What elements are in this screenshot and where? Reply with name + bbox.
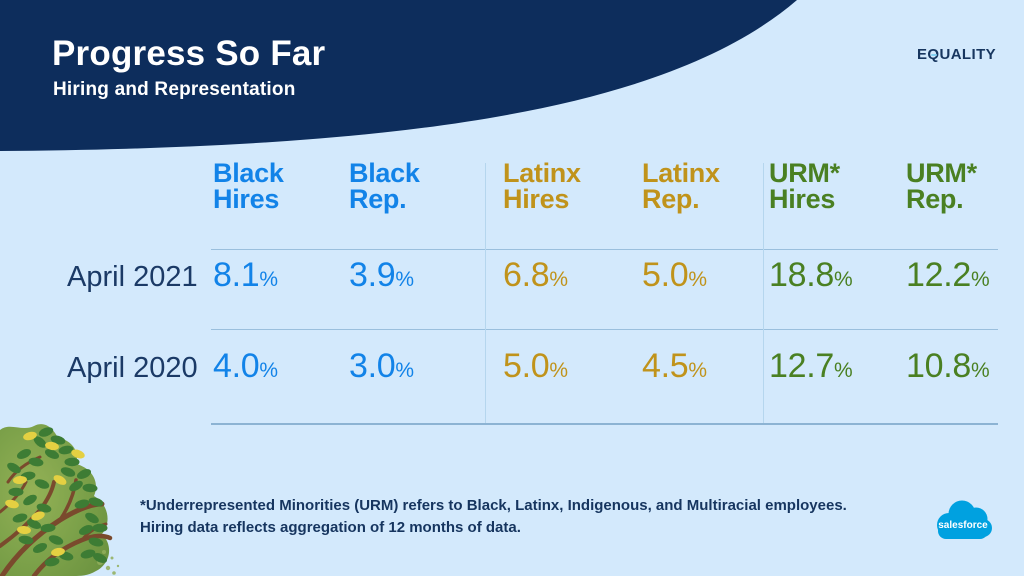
column-header-black-hires: Black Hires	[213, 158, 284, 214]
column-header-urm-hires: URM* Hires	[769, 158, 840, 214]
value-2020-urm-hires: 12.7%	[769, 347, 853, 385]
table-divider-black-latinx	[485, 163, 486, 423]
column-header-urm-rep: URM* Rep.	[906, 158, 977, 214]
table-rule-top	[211, 249, 998, 250]
value-2020-black-rep: 3.0%	[349, 347, 415, 385]
footnote-line-1: *Underrepresented Minorities (URM) refer…	[140, 497, 847, 514]
value-2020-urm-rep: 10.8%	[906, 347, 990, 385]
footnote: *Underrepresented Minorities (URM) refer…	[140, 495, 847, 539]
page-subtitle: Hiring and Representation	[53, 79, 296, 100]
row-label-april-2021: April 2021	[67, 261, 198, 293]
footnote-line-2: Hiring data reflects aggregation of 12 m…	[140, 519, 521, 536]
value-2021-latinx-rep: 5.0%	[642, 256, 708, 294]
value-2021-urm-hires: 18.8%	[769, 256, 853, 294]
page-title: Progress So Far	[52, 34, 326, 73]
salesforce-logo: salesforce	[937, 500, 992, 539]
column-header-black-rep: Black Rep.	[349, 158, 420, 214]
equality-wordmark: EQUALITY	[917, 46, 996, 63]
table-divider-latinx-urm	[763, 163, 764, 423]
column-header-latinx-hires: Latinx Hires	[503, 158, 581, 214]
value-2021-latinx-hires: 6.8%	[503, 256, 569, 294]
column-header-latinx-rep: Latinx Rep.	[642, 158, 720, 214]
value-2020-latinx-hires: 5.0%	[503, 347, 569, 385]
table-rule-middle	[211, 329, 998, 330]
row-label-april-2020: April 2020	[67, 352, 198, 384]
table-rule-bottom	[211, 423, 998, 425]
value-2020-latinx-rep: 4.5%	[642, 347, 708, 385]
value-2021-black-hires: 8.1%	[213, 256, 279, 294]
tree-illustration	[0, 424, 120, 576]
equality-wordmark-text: EQUALITY	[917, 46, 997, 63]
value-2021-black-rep: 3.9%	[349, 256, 415, 294]
header-curve-band	[0, 0, 797, 151]
value-2021-urm-rep: 12.2%	[906, 256, 990, 294]
salesforce-logo-text: salesforce	[938, 520, 988, 531]
value-2020-black-hires: 4.0%	[213, 347, 279, 385]
